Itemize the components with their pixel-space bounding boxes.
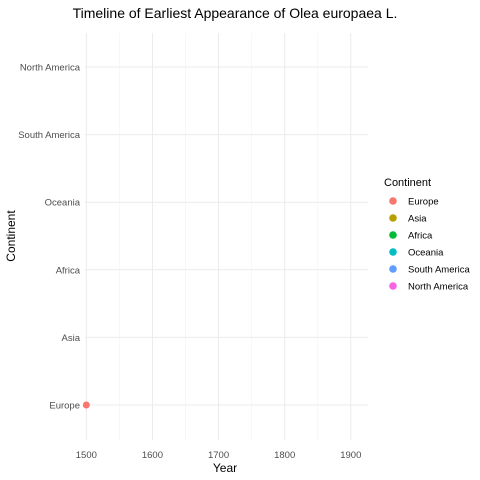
x-tick-label: 1800 bbox=[274, 450, 295, 461]
chart-title: Timeline of Earliest Appearance of Olea … bbox=[73, 5, 398, 21]
legend-key bbox=[389, 248, 397, 256]
legend-key bbox=[389, 282, 397, 290]
legend-label: Asia bbox=[408, 214, 427, 225]
legend: Continent Europe Asia Africa Oceania South A… bbox=[384, 177, 470, 293]
x-tick-label: 1500 bbox=[76, 450, 97, 461]
x-tick-label: 1600 bbox=[142, 450, 163, 461]
legend-label: Africa bbox=[408, 231, 433, 242]
y-tick-labels: Europe Asia Africa Oceania South America Nort… bbox=[18, 63, 81, 412]
x-axis-title: Year bbox=[213, 461, 237, 475]
legend-key bbox=[389, 231, 397, 239]
y-tick-label: Oceania bbox=[45, 198, 81, 209]
y-axis-title: Continent bbox=[4, 210, 18, 262]
legend-entries: Europe Asia Africa Oceania South America Nort… bbox=[389, 197, 470, 293]
legend-label: Europe bbox=[408, 197, 439, 208]
legend-key bbox=[389, 197, 397, 205]
x-tick-labels: 1500 1600 1700 1800 1900 bbox=[76, 450, 362, 461]
legend-title: Continent bbox=[384, 177, 431, 189]
y-tick-label: Europe bbox=[49, 401, 80, 412]
legend-label: South America bbox=[408, 265, 470, 276]
y-tick-label: Asia bbox=[62, 333, 81, 344]
legend-label: North America bbox=[408, 282, 469, 293]
legend-label: Oceania bbox=[408, 248, 444, 259]
x-tick-label: 1900 bbox=[340, 450, 361, 461]
legend-key bbox=[389, 265, 397, 273]
x-tick-label: 1700 bbox=[208, 450, 229, 461]
y-tick-label: North America bbox=[20, 63, 81, 74]
legend-key bbox=[389, 214, 397, 222]
plot-grid bbox=[85, 33, 368, 440]
data-point bbox=[82, 401, 90, 409]
y-tick-label: Africa bbox=[56, 265, 81, 276]
data-points bbox=[82, 401, 90, 409]
y-tick-label: South America bbox=[18, 130, 80, 141]
